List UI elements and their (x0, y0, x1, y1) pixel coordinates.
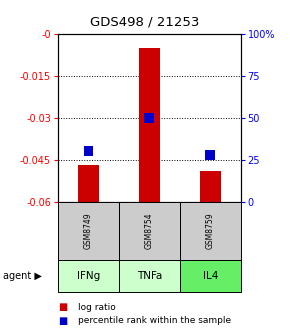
Text: percentile rank within the sample: percentile rank within the sample (78, 317, 231, 325)
Text: GSM8749: GSM8749 (84, 213, 93, 249)
Text: TNFa: TNFa (137, 271, 162, 281)
Bar (78, 165, 99, 202)
Text: log ratio: log ratio (78, 303, 116, 312)
Text: ■: ■ (58, 302, 67, 312)
Bar (205, 150, 215, 160)
Text: ■: ■ (58, 316, 67, 326)
Bar (200, 171, 221, 202)
Text: IL4: IL4 (202, 271, 218, 281)
Bar (139, 48, 160, 202)
Text: GDS498 / 21253: GDS498 / 21253 (90, 15, 200, 28)
Text: GSM8759: GSM8759 (206, 213, 215, 249)
Text: agent ▶: agent ▶ (3, 271, 42, 281)
Text: IFNg: IFNg (77, 271, 100, 281)
Bar (84, 146, 93, 156)
Text: GSM8754: GSM8754 (145, 213, 154, 249)
Bar (144, 113, 154, 123)
